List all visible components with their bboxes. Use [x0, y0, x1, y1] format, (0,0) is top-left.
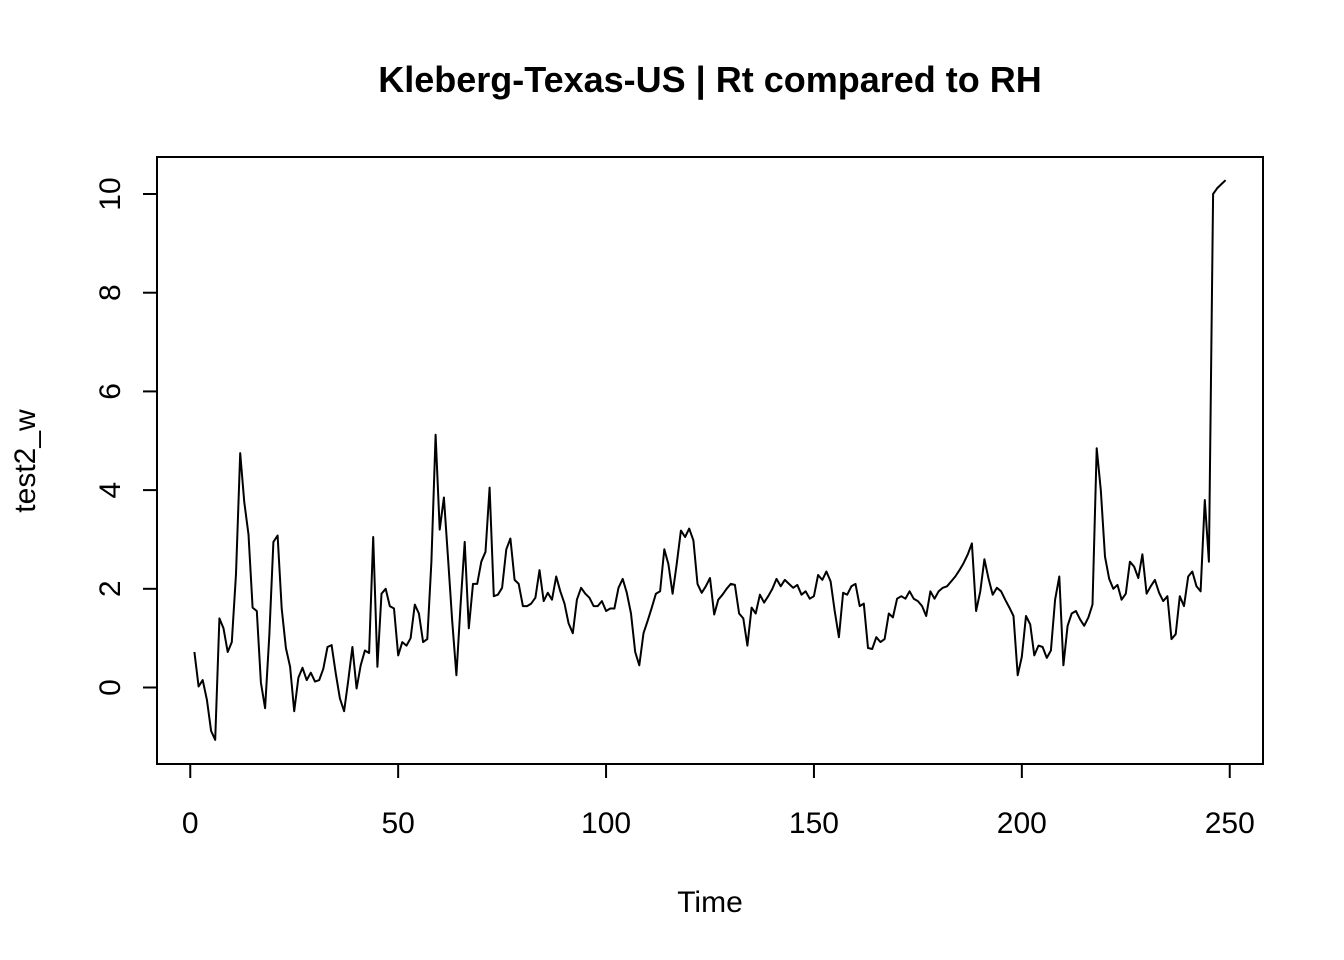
y-tick-label: 10 [94, 177, 127, 210]
chart-title: Kleberg-Texas-US | Rt compared to RH [378, 59, 1042, 101]
y-tick-label: 8 [94, 284, 127, 301]
y-axis-label: test2_w [9, 409, 42, 513]
series-line [193, 179, 1227, 741]
x-tick-label: 200 [997, 807, 1047, 840]
y-axis: 0 2 4 6 8 10 [94, 177, 158, 696]
x-tick-label: 250 [1205, 807, 1255, 840]
x-axis-label: Time [677, 886, 743, 919]
x-tick-label: 50 [381, 807, 414, 840]
x-axis: 0 50 100 150 200 250 [182, 763, 1255, 840]
y-tick-label: 4 [94, 482, 127, 499]
x-tick-label: 150 [789, 807, 839, 840]
y-tick-label: 2 [94, 580, 127, 597]
x-tick-label: 100 [581, 807, 631, 840]
y-tick-label: 0 [94, 679, 127, 696]
y-tick-label: 6 [94, 383, 127, 400]
x-tick-label: 0 [182, 807, 199, 840]
